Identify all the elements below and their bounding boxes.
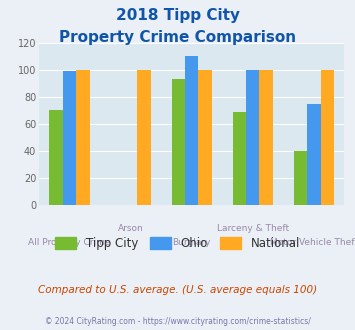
Bar: [49, 110, 63, 205]
Text: Larceny & Theft: Larceny & Theft: [217, 224, 289, 233]
Text: Motor Vehicle Theft: Motor Vehicle Theft: [270, 238, 355, 247]
Bar: [63, 71, 76, 205]
Bar: [294, 151, 307, 205]
Text: Burglary: Burglary: [173, 238, 211, 247]
Bar: [76, 70, 90, 205]
Bar: [321, 70, 334, 205]
Text: © 2024 CityRating.com - https://www.cityrating.com/crime-statistics/: © 2024 CityRating.com - https://www.city…: [45, 317, 310, 326]
Bar: [307, 104, 321, 205]
Text: All Property Crime: All Property Crime: [28, 238, 111, 247]
Legend: Tipp City, Ohio, National: Tipp City, Ohio, National: [50, 232, 305, 255]
Text: Property Crime Comparison: Property Crime Comparison: [59, 30, 296, 45]
Text: Compared to U.S. average. (U.S. average equals 100): Compared to U.S. average. (U.S. average …: [38, 285, 317, 295]
Bar: [260, 70, 273, 205]
Bar: [233, 112, 246, 205]
Text: 2018 Tipp City: 2018 Tipp City: [115, 8, 240, 23]
Bar: [171, 79, 185, 205]
Bar: [198, 70, 212, 205]
Bar: [185, 56, 198, 205]
Bar: [246, 70, 260, 205]
Bar: [137, 70, 151, 205]
Text: Arson: Arson: [118, 224, 143, 233]
